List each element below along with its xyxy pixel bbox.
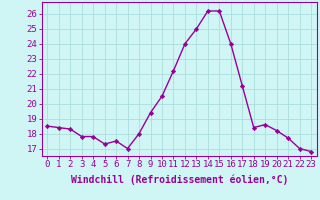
X-axis label: Windchill (Refroidissement éolien,°C): Windchill (Refroidissement éolien,°C) (70, 175, 288, 185)
